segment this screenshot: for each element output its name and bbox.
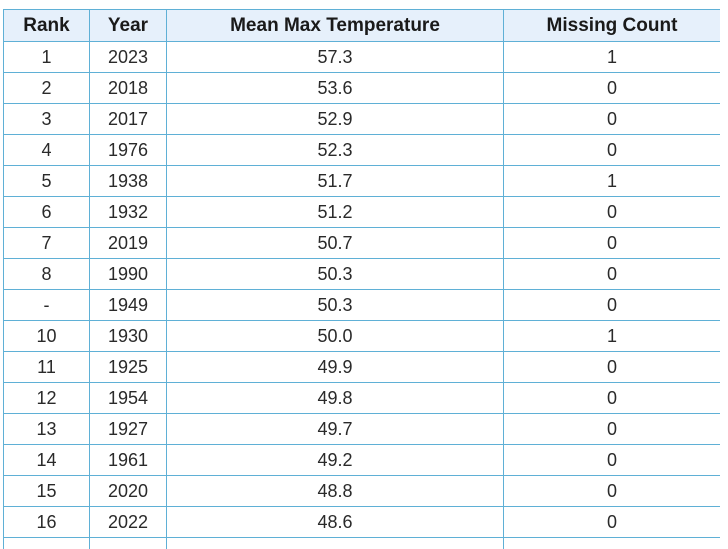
cell-year: 1932 [90, 197, 167, 228]
cell-year: 1954 [90, 383, 167, 414]
header-mean-max-temperature[interactable]: Mean Max Temperature [167, 10, 504, 42]
cell-missing-count: 1 [504, 166, 721, 197]
cell-year: 1925 [90, 352, 167, 383]
cell-mean-max-temperature: 50.7 [167, 228, 504, 259]
cell-year: 1961 [90, 445, 167, 476]
cell-rank: 8 [4, 259, 90, 290]
cell-rank: 1 [4, 42, 90, 73]
cell-mean-max-temperature: 48.6 [167, 507, 504, 538]
cell-year: 1930 [90, 321, 167, 352]
cell-missing-count: 0 [504, 228, 721, 259]
cell-year: 1927 [90, 414, 167, 445]
cell-mean-max-temperature: 52.9 [167, 104, 504, 135]
cell-rank: 2 [4, 73, 90, 104]
table-header: Rank Year Mean Max Temperature Missing C… [4, 10, 721, 42]
cell-mean-max-temperature: 50.3 [167, 259, 504, 290]
header-rank[interactable]: Rank [4, 10, 90, 42]
cell-missing-count: 0 [504, 197, 721, 228]
cell-missing-count: 1 [504, 321, 721, 352]
cell-year: 2017 [90, 104, 167, 135]
cell-rank: 14 [4, 445, 90, 476]
cell-year: 2018 [90, 73, 167, 104]
header-row: Rank Year Mean Max Temperature Missing C… [4, 10, 721, 42]
cell-mean-max-temperature: 50.3 [167, 290, 504, 321]
cell-missing-count: 0 [504, 476, 721, 507]
cell-mean-max-temperature: 49.8 [167, 383, 504, 414]
cell-rank: 15 [4, 476, 90, 507]
cell-missing-count: 0 [504, 352, 721, 383]
table-row [4, 538, 721, 549]
cell-year: 2023 [90, 42, 167, 73]
cell-year: 2020 [90, 476, 167, 507]
cell-missing-count: 1 [504, 42, 721, 73]
cell-mean-max-temperature: 52.3 [167, 135, 504, 166]
cell-rank: 13 [4, 414, 90, 445]
cell-rank [4, 538, 90, 549]
cell-mean-max-temperature: 50.0 [167, 321, 504, 352]
cell-missing-count [504, 538, 721, 549]
cell-rank: 4 [4, 135, 90, 166]
cell-mean-max-temperature: 51.2 [167, 197, 504, 228]
cell-rank: 12 [4, 383, 90, 414]
cell-mean-max-temperature: 49.7 [167, 414, 504, 445]
cell-missing-count: 0 [504, 414, 721, 445]
cell-year [90, 538, 167, 549]
cell-year: 1949 [90, 290, 167, 321]
cell-year: 1976 [90, 135, 167, 166]
cell-year: 2022 [90, 507, 167, 538]
ranking-table: Rank Year Mean Max Temperature Missing C… [3, 9, 720, 549]
cell-year: 1938 [90, 166, 167, 197]
cell-rank: 3 [4, 104, 90, 135]
cell-rank: 5 [4, 166, 90, 197]
cell-rank: 6 [4, 197, 90, 228]
cell-mean-max-temperature: 51.7 [167, 166, 504, 197]
cell-rank: 10 [4, 321, 90, 352]
cell-year: 1990 [90, 259, 167, 290]
cell-mean-max-temperature: 48.8 [167, 476, 504, 507]
cell-rank: 11 [4, 352, 90, 383]
header-missing-count[interactable]: Missing Count [504, 10, 721, 42]
header-year[interactable]: Year [90, 10, 167, 42]
results-table-container: Rank Year Mean Max Temperature Missing C… [3, 9, 720, 549]
cell-mean-max-temperature: 57.3 [167, 42, 504, 73]
cell-rank: - [4, 290, 90, 321]
cell-missing-count: 0 [504, 104, 721, 135]
cell-missing-count: 0 [504, 290, 721, 321]
cell-year: 2019 [90, 228, 167, 259]
cell-mean-max-temperature: 49.2 [167, 445, 504, 476]
cell-rank: 16 [4, 507, 90, 538]
cell-mean-max-temperature: 53.6 [167, 73, 504, 104]
cell-mean-max-temperature: 49.9 [167, 352, 504, 383]
cell-missing-count: 0 [504, 73, 721, 104]
cell-mean-max-temperature [167, 538, 504, 549]
cell-rank: 7 [4, 228, 90, 259]
cell-missing-count: 0 [504, 507, 721, 538]
cell-missing-count: 0 [504, 445, 721, 476]
cell-missing-count: 0 [504, 259, 721, 290]
cell-missing-count: 0 [504, 383, 721, 414]
cell-missing-count: 0 [504, 135, 721, 166]
